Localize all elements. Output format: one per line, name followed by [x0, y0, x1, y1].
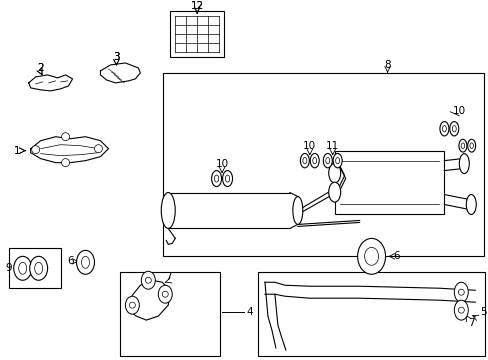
Polygon shape — [100, 63, 140, 83]
Ellipse shape — [325, 157, 329, 164]
Text: 8: 8 — [384, 60, 390, 70]
Text: 12: 12 — [190, 1, 203, 11]
Ellipse shape — [161, 193, 175, 229]
Bar — [163, 73, 483, 256]
Ellipse shape — [328, 163, 340, 183]
Ellipse shape — [469, 143, 472, 148]
Circle shape — [145, 277, 151, 283]
Circle shape — [162, 291, 168, 297]
Ellipse shape — [460, 143, 464, 148]
Ellipse shape — [225, 175, 229, 182]
Ellipse shape — [158, 285, 172, 303]
Ellipse shape — [81, 256, 89, 268]
Text: 11: 11 — [325, 141, 339, 151]
Bar — [170, 11, 224, 57]
Ellipse shape — [453, 300, 468, 320]
Text: 3: 3 — [113, 52, 120, 62]
Circle shape — [129, 302, 135, 308]
Ellipse shape — [77, 250, 94, 274]
Text: 6: 6 — [67, 256, 74, 266]
Text: 7: 7 — [164, 272, 171, 282]
Ellipse shape — [442, 126, 446, 132]
Text: 7: 7 — [467, 318, 474, 328]
Ellipse shape — [332, 153, 342, 168]
Text: 1: 1 — [13, 146, 20, 156]
Text: 4: 4 — [246, 307, 253, 317]
Polygon shape — [128, 280, 170, 320]
Text: 12: 12 — [190, 1, 203, 11]
Ellipse shape — [364, 247, 378, 265]
Ellipse shape — [19, 262, 27, 274]
Ellipse shape — [466, 194, 475, 215]
Text: 2: 2 — [37, 63, 44, 73]
Ellipse shape — [302, 157, 306, 164]
Ellipse shape — [211, 171, 221, 186]
Ellipse shape — [30, 256, 47, 280]
Ellipse shape — [309, 153, 319, 168]
Text: 3: 3 — [113, 52, 120, 62]
Ellipse shape — [125, 296, 139, 314]
Bar — [258, 272, 484, 356]
Bar — [334, 151, 444, 215]
Ellipse shape — [312, 157, 316, 164]
Polygon shape — [31, 137, 108, 163]
Ellipse shape — [439, 122, 448, 136]
Text: 6: 6 — [392, 251, 399, 261]
Text: 9: 9 — [5, 263, 12, 273]
Ellipse shape — [292, 197, 302, 224]
Circle shape — [32, 146, 40, 154]
Text: 5: 5 — [479, 307, 486, 317]
Bar — [120, 272, 220, 356]
Ellipse shape — [453, 282, 468, 302]
Text: 10: 10 — [215, 159, 228, 168]
Ellipse shape — [35, 262, 42, 274]
Ellipse shape — [357, 238, 385, 274]
Ellipse shape — [141, 271, 155, 289]
Circle shape — [61, 133, 69, 141]
Ellipse shape — [14, 256, 32, 280]
Ellipse shape — [300, 153, 309, 168]
Text: 2: 2 — [37, 63, 44, 73]
Circle shape — [457, 289, 463, 295]
Text: 10: 10 — [303, 141, 316, 151]
Ellipse shape — [458, 154, 468, 174]
Ellipse shape — [449, 122, 458, 136]
Polygon shape — [29, 75, 72, 91]
Circle shape — [457, 307, 463, 313]
Ellipse shape — [451, 126, 455, 132]
Text: 1: 1 — [13, 146, 20, 156]
Ellipse shape — [214, 175, 218, 182]
Ellipse shape — [458, 139, 466, 152]
Ellipse shape — [328, 182, 340, 202]
Circle shape — [94, 145, 102, 153]
Circle shape — [61, 159, 69, 167]
Ellipse shape — [323, 153, 331, 168]
Ellipse shape — [222, 171, 232, 186]
Ellipse shape — [335, 157, 339, 164]
Ellipse shape — [467, 139, 475, 152]
Bar — [9, 248, 61, 288]
Text: 10: 10 — [452, 106, 465, 116]
